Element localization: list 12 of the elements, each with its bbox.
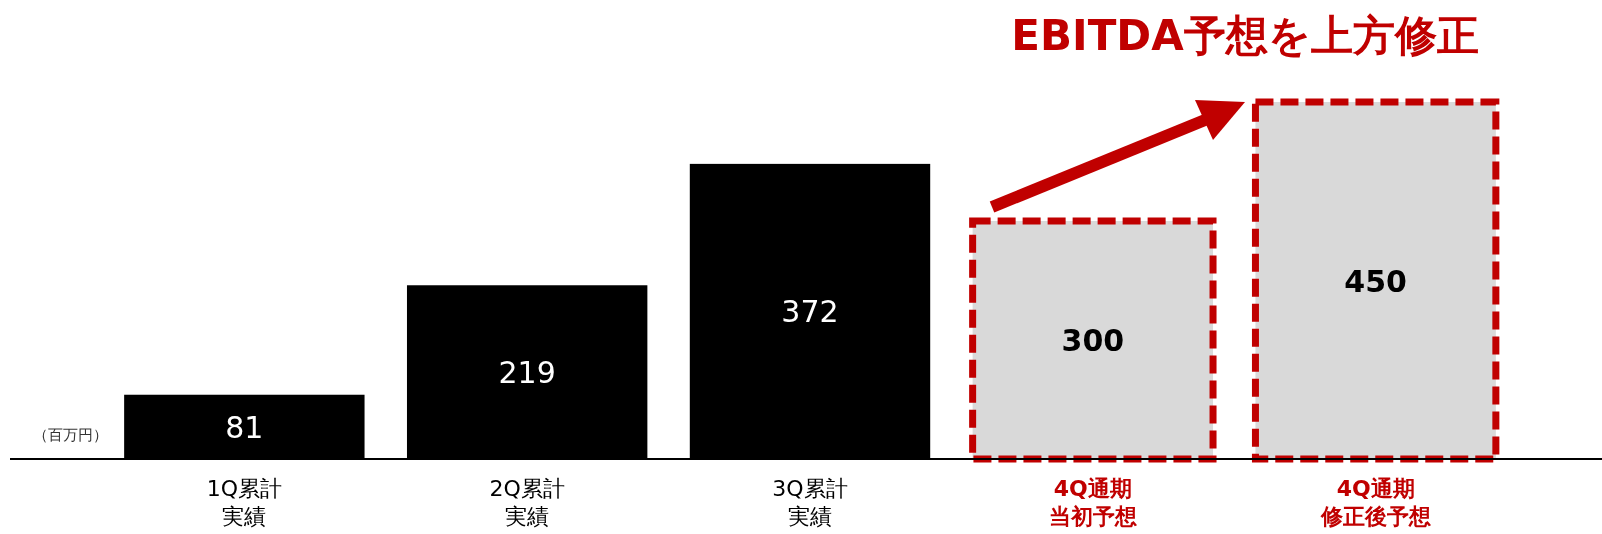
chart-title: EBITDA予想を上方修正 — [1011, 11, 1479, 60]
x-tick-label: 2Q累計実績 — [489, 476, 565, 529]
data-label: 300 — [1061, 323, 1125, 358]
data-label: 81 — [225, 409, 264, 445]
x-tick-label: 1Q累計実績 — [206, 476, 283, 529]
data-label: 450 — [1344, 263, 1407, 299]
x-tick-label: 3Q累計実績 — [772, 476, 848, 529]
x-tick-label: 4Q通期修正後予想 — [1319, 476, 1431, 529]
data-label: 219 — [498, 355, 556, 391]
annotation: （百万円） — [32, 426, 108, 444]
x-tick-label: 4Q通期当初予想 — [1048, 476, 1137, 529]
data-label: 372 — [781, 294, 839, 330]
